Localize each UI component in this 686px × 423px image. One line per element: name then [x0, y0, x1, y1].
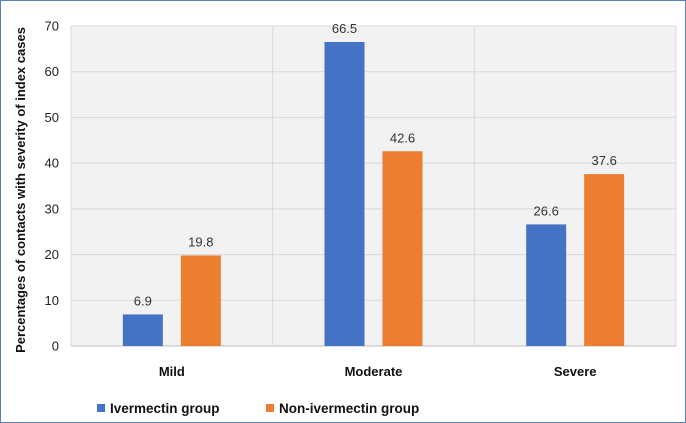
data-label: 66.5: [332, 21, 357, 36]
y-axis-title: Percentages of contacts with severity of…: [13, 27, 28, 353]
y-tick-label: 20: [45, 247, 59, 262]
x-category-label: Moderate: [345, 364, 403, 379]
bar: [122, 314, 163, 346]
y-tick-label: 50: [45, 110, 59, 125]
y-tick-label: 70: [45, 19, 59, 34]
category-labels: Mild Moderate Severe: [159, 364, 597, 379]
bar: [324, 42, 365, 346]
gridlines: [70, 25, 677, 347]
bar: [382, 151, 423, 346]
bar: [526, 224, 567, 346]
x-category-label: Mild: [159, 364, 185, 379]
data-label: 19.8: [188, 234, 213, 249]
y-tick-label: 40: [45, 156, 59, 171]
y-axis-ticks: 0 10 20 30 40 50 60 70: [45, 19, 59, 354]
data-label: 6.9: [134, 293, 152, 308]
legend-swatch: [266, 404, 274, 412]
legend-label: Non-ivermectin group: [279, 401, 419, 416]
y-tick-label: 10: [45, 293, 59, 308]
legend-label: Ivermectin group: [110, 401, 220, 416]
y-tick-label: 60: [45, 64, 59, 79]
plot-background: [71, 26, 676, 346]
data-label: 37.6: [592, 153, 617, 168]
data-label: 26.6: [534, 203, 559, 218]
bar: [180, 255, 221, 346]
x-category-label: Severe: [554, 364, 597, 379]
data-labels: 6.9 19.8 66.5 42.6 26.6 37.6: [134, 21, 617, 308]
legend-swatch: [97, 404, 105, 412]
data-label: 42.6: [390, 130, 415, 145]
bar: [584, 174, 625, 346]
y-tick-label: 30: [45, 201, 59, 216]
y-tick-label: 0: [52, 339, 59, 354]
legend: Ivermectin group Non-ivermectin group: [97, 401, 419, 416]
bars: [122, 42, 625, 346]
